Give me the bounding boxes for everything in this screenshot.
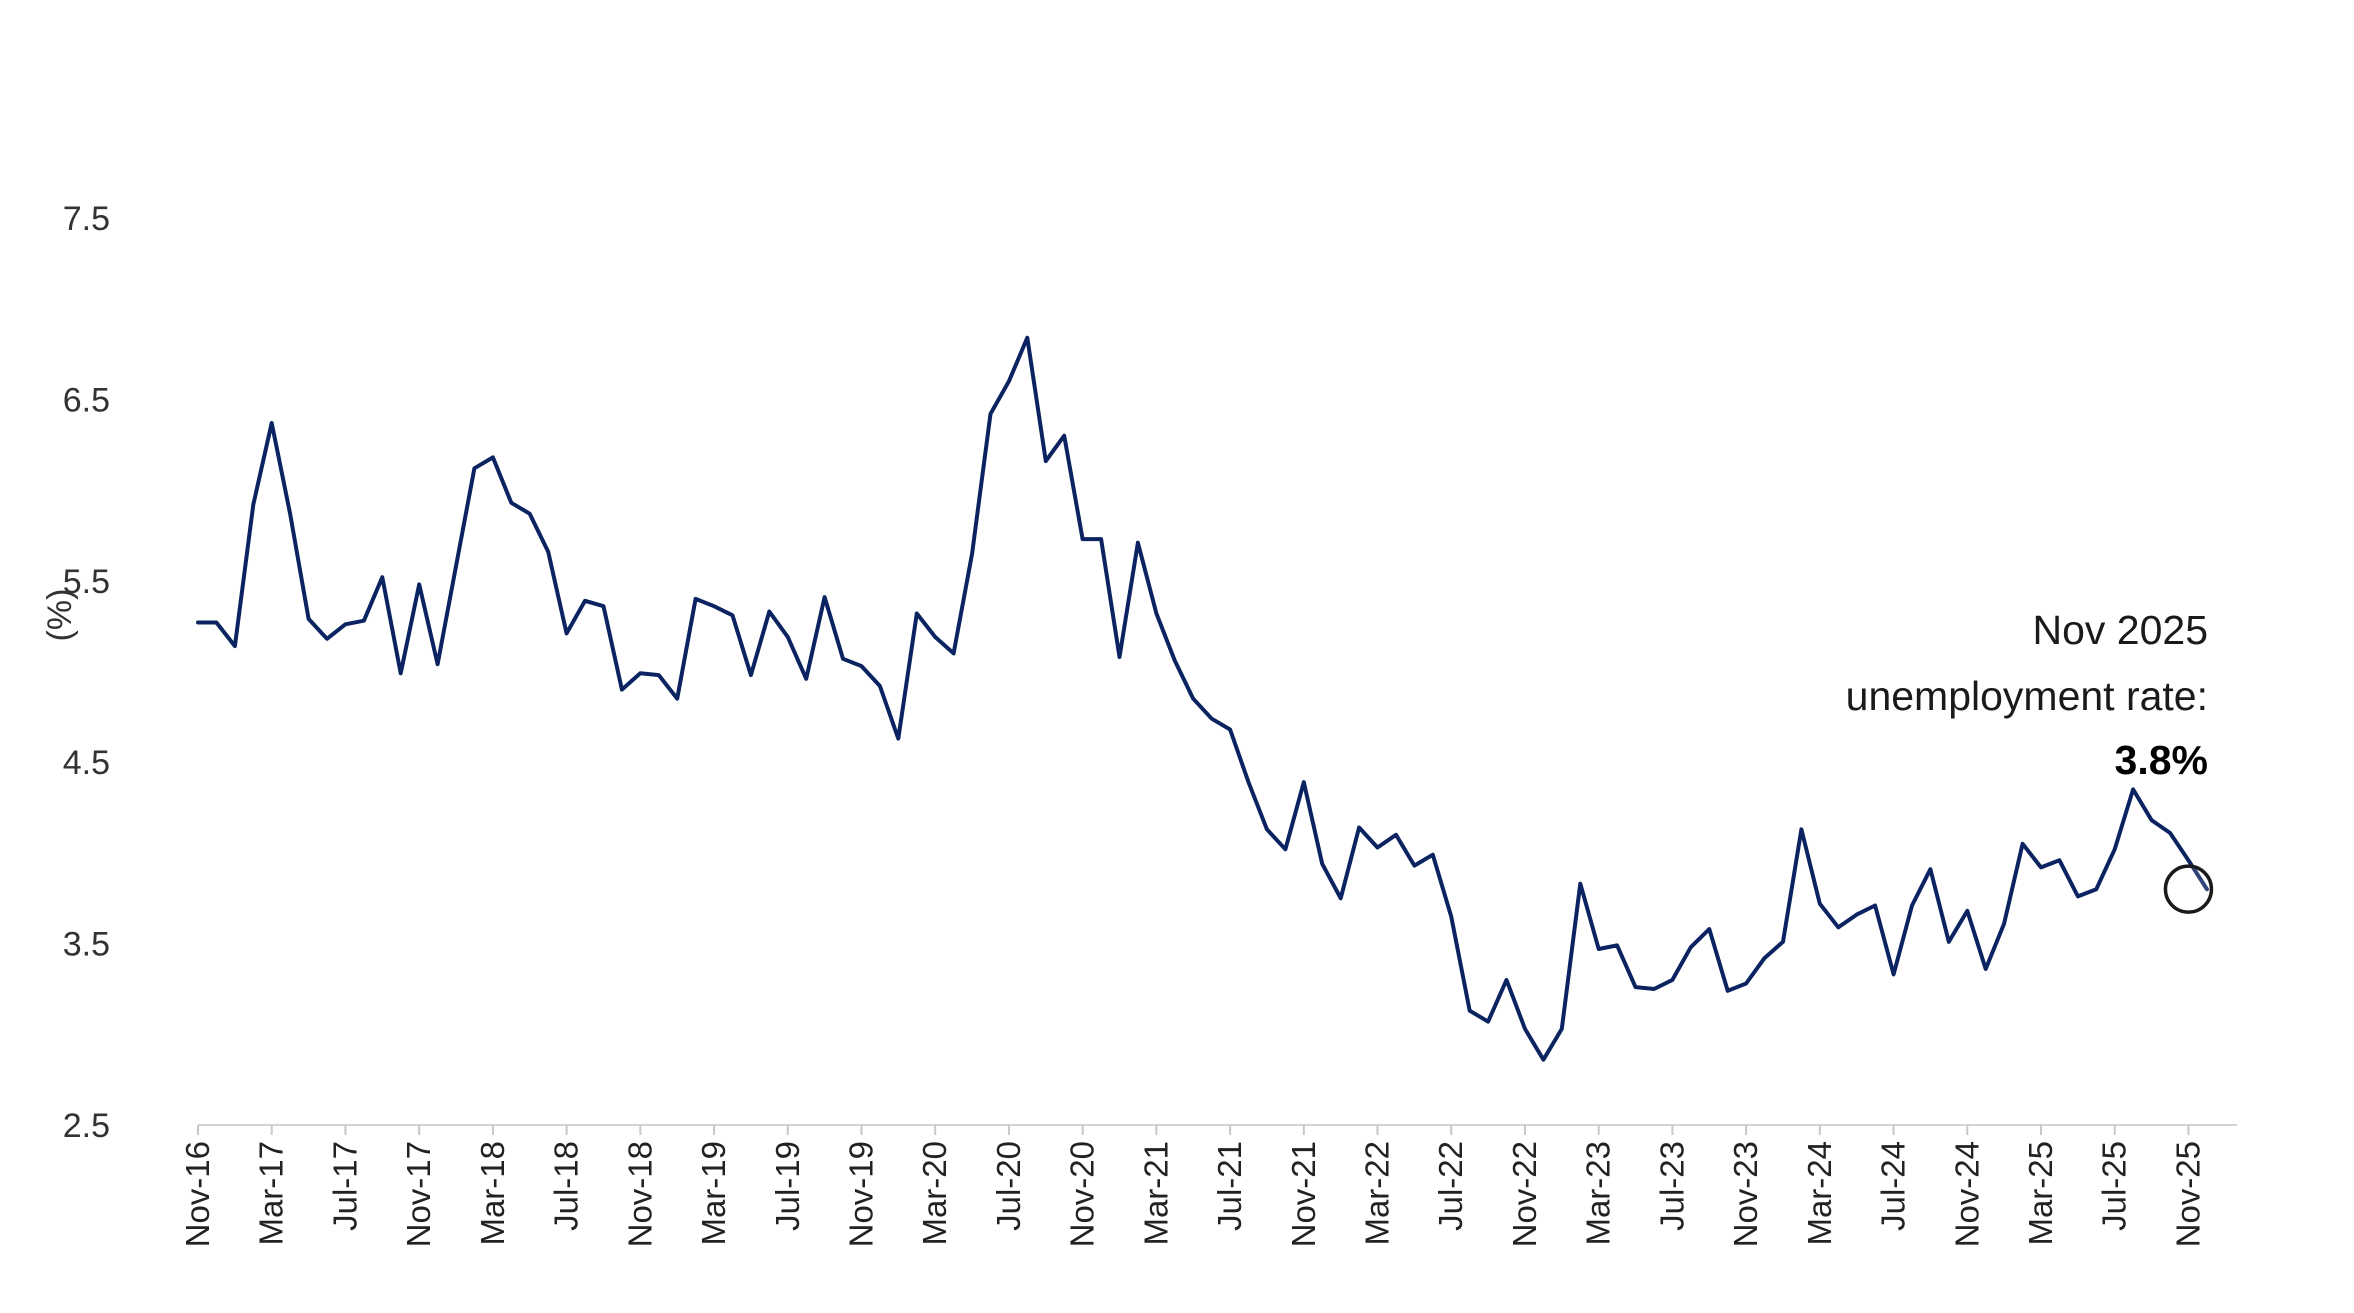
y-tick-label: 3.5 — [63, 926, 110, 964]
unemployment-rate-line — [196, 335, 2209, 1062]
x-tick-label: Mar-22 — [1359, 1141, 1396, 1246]
x-tick-label: Jul-20 — [990, 1141, 1027, 1231]
x-tick-label: Jul-17 — [326, 1141, 363, 1231]
x-tick-label: Nov-25 — [2169, 1141, 2206, 1247]
annotation-value: 3.8% — [2115, 737, 2208, 783]
y-tick-label: 6.5 — [63, 381, 110, 419]
latest-value-marker — [2163, 864, 2214, 914]
x-tick-label: Mar-19 — [695, 1141, 732, 1246]
annotation-line2: unemployment rate: — [1846, 673, 2208, 719]
x-tick-label: Jul-19 — [769, 1141, 806, 1231]
x-tick-label: Nov-21 — [1285, 1141, 1322, 1247]
x-tick-label: Jul-18 — [548, 1141, 585, 1231]
x-tick-label: Mar-17 — [253, 1141, 290, 1246]
x-tick-label: Jul-25 — [2096, 1141, 2133, 1231]
x-tick-label: Mar-23 — [1580, 1141, 1617, 1246]
x-tick-label: Nov-17 — [400, 1141, 437, 1247]
x-tick-label: Nov-24 — [1948, 1141, 1985, 1247]
x-tick-label: Mar-20 — [916, 1141, 953, 1246]
x-tick-label: Nov-19 — [842, 1141, 879, 1247]
annotation: Nov 2025 unemployment rate: 3.8% — [1846, 607, 2208, 783]
x-tick-label: Mar-21 — [1137, 1141, 1174, 1246]
y-axis-label: (%) — [41, 589, 79, 642]
x-tick-label: Nov-18 — [621, 1141, 658, 1247]
x-tick-label: Mar-24 — [1801, 1141, 1838, 1246]
x-tick-label: Jul-23 — [1653, 1141, 1690, 1231]
x-tick-label: Nov-23 — [1727, 1141, 1764, 1247]
y-tick-label: 7.5 — [63, 200, 110, 238]
x-tick-label: Nov-22 — [1506, 1141, 1543, 1247]
x-tick-label: Jul-24 — [1875, 1141, 1912, 1231]
y-axis-ticks: 2.5 3.5 4.5 5.5 6.5 7.5 — [63, 200, 110, 1145]
x-tick-label: Nov-16 — [179, 1141, 216, 1247]
x-axis-ticks: Nov-16 Mar-17 Jul-17 Nov-17 Mar-18 Jul-18 Nov-… — [179, 1125, 2206, 1247]
y-tick-label: 2.5 — [63, 1107, 110, 1145]
x-tick-label: Mar-18 — [474, 1141, 511, 1246]
y-tick-label: 5.5 — [63, 563, 110, 601]
annotation-line1: Nov 2025 — [2032, 607, 2208, 653]
y-tick-label: 4.5 — [63, 744, 110, 782]
x-tick-label: Jul-21 — [1211, 1141, 1248, 1231]
x-tick-label: Nov-20 — [1064, 1141, 1101, 1247]
x-tick-label: Mar-25 — [2022, 1141, 2059, 1246]
x-tick-label: Jul-22 — [1432, 1141, 1469, 1231]
